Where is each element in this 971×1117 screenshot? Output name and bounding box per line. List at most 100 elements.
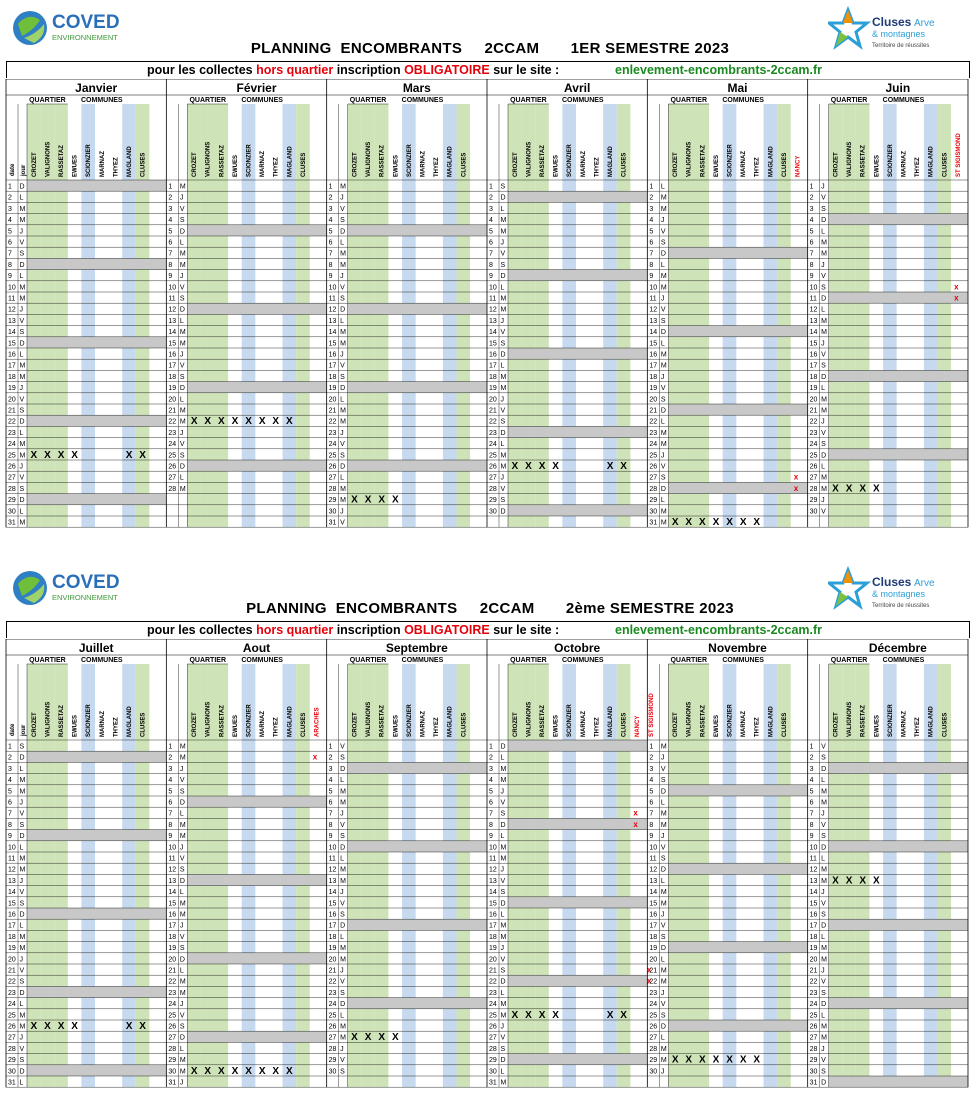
commune-column-tint bbox=[402, 104, 416, 528]
day-number: 3 bbox=[168, 766, 172, 773]
day-number: 21 bbox=[8, 968, 16, 975]
commune-column-tint bbox=[200, 104, 215, 528]
month-block-septembre: 1 V2 S3 D4 L5 M6 M7 J8 V9 S10 D11 L12 M13 M14 J15 V16 S1… bbox=[326, 639, 487, 1088]
day-number: 6 bbox=[168, 800, 172, 807]
day-number: 29 bbox=[329, 1057, 337, 1064]
collection-mark: X bbox=[351, 495, 358, 506]
weekday-letter: M bbox=[501, 777, 507, 784]
day-number: 8 bbox=[329, 262, 333, 269]
weekday-letter: M bbox=[821, 878, 827, 885]
day-number: 22 bbox=[649, 419, 657, 426]
weekday-letter: M bbox=[180, 1057, 186, 1064]
collection-mark: X bbox=[620, 461, 627, 472]
day-number: 17 bbox=[168, 363, 176, 370]
day-number: 9 bbox=[329, 273, 333, 280]
day-number: 23 bbox=[810, 430, 818, 437]
weekday-letter: V bbox=[340, 206, 345, 213]
collection-mark: X bbox=[859, 483, 866, 494]
day-number: 7 bbox=[489, 811, 493, 818]
weekday-letter: S bbox=[180, 452, 185, 459]
day-number: 14 bbox=[649, 329, 657, 336]
weekday-letter: M bbox=[821, 945, 827, 952]
weekday-letter: D bbox=[821, 1001, 826, 1008]
weekday-letter: L bbox=[20, 273, 24, 280]
extra-collection-mark: x bbox=[954, 294, 959, 303]
day-number: 5 bbox=[329, 788, 333, 795]
collection-mark: X bbox=[365, 1032, 372, 1043]
weekday-letter: J bbox=[501, 396, 505, 403]
weekday-letter: M bbox=[340, 945, 346, 952]
day-number: 11 bbox=[168, 856, 175, 863]
day-number: 27 bbox=[329, 1035, 337, 1042]
page-title: PLANNING ENCOMBRANTS 2CCAM 2ème SEMESTRE… bbox=[246, 600, 734, 617]
commune-header: CROZET bbox=[673, 712, 679, 737]
collection-mark: X bbox=[126, 1021, 133, 1032]
weekday-letter: S bbox=[821, 755, 826, 762]
collection-mark: X bbox=[753, 1055, 760, 1066]
weekday-letter: V bbox=[20, 240, 25, 247]
collection-mark: X bbox=[525, 1010, 532, 1021]
day-number: 19 bbox=[489, 945, 497, 952]
day-number: 6 bbox=[810, 240, 814, 247]
weekday-letter: V bbox=[501, 251, 506, 258]
weekday-letter: M bbox=[20, 452, 26, 459]
commune-header: SCIONZIER bbox=[407, 144, 413, 177]
extra-collection-mark: x bbox=[647, 977, 652, 986]
weekday-letter: J bbox=[661, 452, 665, 459]
day-number: 17 bbox=[8, 363, 16, 370]
weekday-letter: M bbox=[501, 856, 507, 863]
day-number: 2 bbox=[8, 755, 12, 762]
day-number: 8 bbox=[489, 262, 493, 269]
extra-collection-mark: x bbox=[633, 809, 638, 818]
subtitle-url[interactable]: enlevement-encombrants-2ccam.fr bbox=[615, 63, 823, 77]
day-number: 3 bbox=[8, 206, 12, 213]
commune-header: CROZET bbox=[833, 712, 839, 737]
weekday-letter: L bbox=[661, 800, 665, 807]
weekday-letter: M bbox=[180, 329, 186, 336]
subtitle-url[interactable]: enlevement-encombrants-2ccam.fr bbox=[615, 623, 823, 637]
weekday-letter: M bbox=[340, 340, 346, 347]
day-number: 16 bbox=[168, 352, 176, 359]
day-number: 28 bbox=[329, 486, 337, 493]
day-number: 11 bbox=[8, 296, 15, 303]
day-number: 28 bbox=[810, 486, 818, 493]
weekday-letter: D bbox=[661, 945, 666, 952]
weekday-letter: J bbox=[180, 352, 184, 359]
commune-header: CLUSES bbox=[461, 153, 467, 177]
day-number: 30 bbox=[649, 1068, 657, 1075]
weekday-letter: V bbox=[661, 464, 666, 471]
sunday-row bbox=[27, 908, 167, 920]
weekday-letter: L bbox=[180, 475, 184, 482]
commune-header: THYEZ bbox=[755, 717, 761, 737]
collection-mark: X bbox=[365, 495, 372, 506]
day-number: 24 bbox=[649, 441, 657, 448]
weekday-letter: D bbox=[661, 1024, 666, 1031]
weekday-letter: V bbox=[501, 878, 506, 885]
svg-text:Arve: Arve bbox=[914, 18, 935, 29]
day-number: 23 bbox=[649, 990, 657, 997]
collection-mark: X bbox=[58, 1021, 65, 1032]
commune-column-tint bbox=[214, 104, 229, 528]
quartier-label: QUARTIER bbox=[510, 97, 547, 104]
weekday-letter: M bbox=[340, 867, 346, 874]
weekday-letter: V bbox=[821, 430, 826, 437]
collection-mark: X bbox=[378, 495, 385, 506]
weekday-letter: M bbox=[180, 419, 186, 426]
svg-text:& montagnes: & montagnes bbox=[872, 29, 926, 39]
weekday-letter: L bbox=[180, 889, 184, 896]
weekday-letter: D bbox=[821, 374, 826, 381]
commune-header: MAGLAND bbox=[768, 706, 774, 737]
weekday-letter: J bbox=[821, 340, 825, 347]
collection-mark: X bbox=[232, 416, 239, 427]
commune-header: EWUES bbox=[554, 155, 560, 177]
weekday-letter: V bbox=[501, 408, 506, 415]
month-name: Mai bbox=[727, 81, 747, 95]
day-number: 10 bbox=[489, 284, 497, 291]
weekday-letter: V bbox=[501, 329, 506, 336]
weekday-letter: V bbox=[821, 1057, 826, 1064]
weekday-letter: L bbox=[340, 396, 344, 403]
day-number: 16 bbox=[8, 912, 16, 919]
svg-text:ENVIRONNEMENT: ENVIRONNEMENT bbox=[52, 593, 118, 602]
weekday-letter: V bbox=[340, 363, 345, 370]
commune-column-tint bbox=[135, 664, 150, 1088]
